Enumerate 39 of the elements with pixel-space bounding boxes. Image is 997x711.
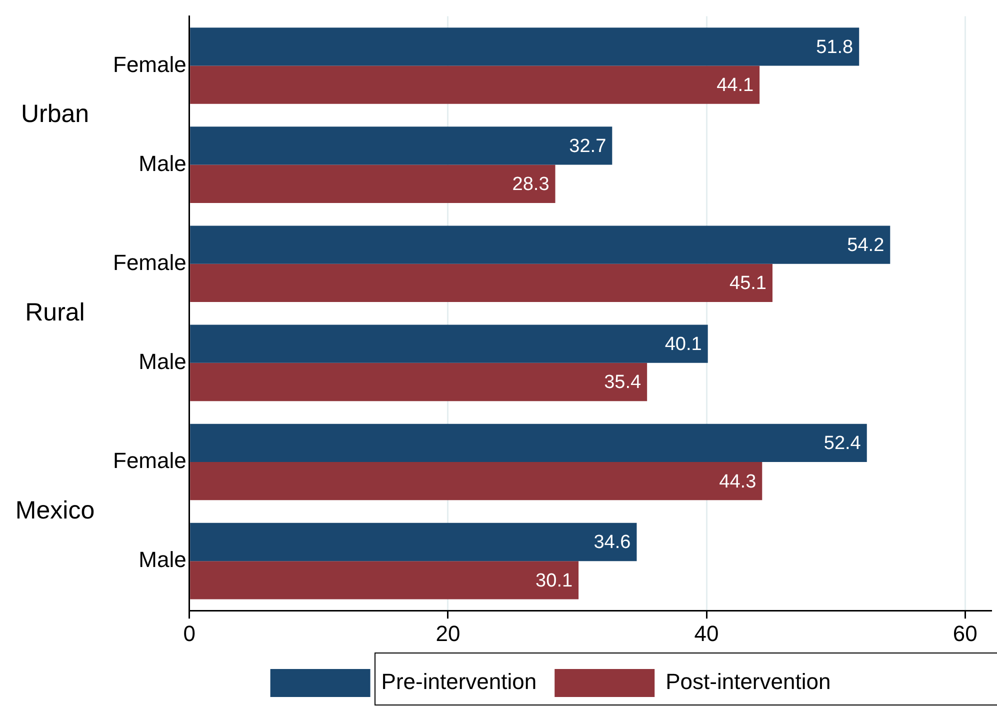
y-tick-label: Male [138, 150, 186, 176]
legend-label: Post-intervention [666, 669, 831, 694]
data-label: 28.3 [512, 174, 550, 196]
bar [190, 362, 648, 402]
y-tick-label: Female [113, 52, 186, 77]
data-label: 54.2 [847, 235, 884, 256]
bar [190, 164, 556, 203]
data-label: 32.7 [569, 136, 606, 157]
text: Mexico [15, 496, 95, 524]
bar [190, 66, 760, 104]
data-label: 44.1 [716, 75, 754, 96]
y-tick-label: Female [113, 250, 186, 275]
data-label: 51.8 [816, 36, 854, 58]
x-tick-label: 40 [694, 620, 719, 646]
text: Urban [20, 100, 90, 128]
x-tick-label: 0 [183, 620, 196, 646]
x-tick-label: 60 [952, 620, 978, 646]
y-tick-label: Male [138, 348, 186, 374]
bar [190, 264, 772, 302]
bar [190, 226, 890, 264]
bar [190, 522, 637, 562]
y-tick-label: Female [113, 448, 186, 474]
data-label: 30.1 [536, 570, 573, 592]
x-tick-label: 20 [436, 620, 460, 646]
data-label: 52.4 [824, 433, 862, 454]
bar [190, 28, 860, 66]
bar [190, 462, 762, 500]
data-label: 40.1 [664, 334, 702, 356]
bar [190, 561, 579, 600]
legend-label: Pre-intervention [381, 669, 537, 694]
y-tick-label: Male [138, 547, 186, 572]
bar [190, 424, 867, 462]
bar [190, 126, 612, 165]
text: Rural [25, 298, 85, 326]
data-label: 44.3 [719, 471, 756, 492]
data-label: 34.6 [594, 532, 631, 554]
bar [190, 324, 708, 363]
data-label: 35.4 [604, 372, 642, 394]
data-label: 45.1 [730, 273, 766, 294]
